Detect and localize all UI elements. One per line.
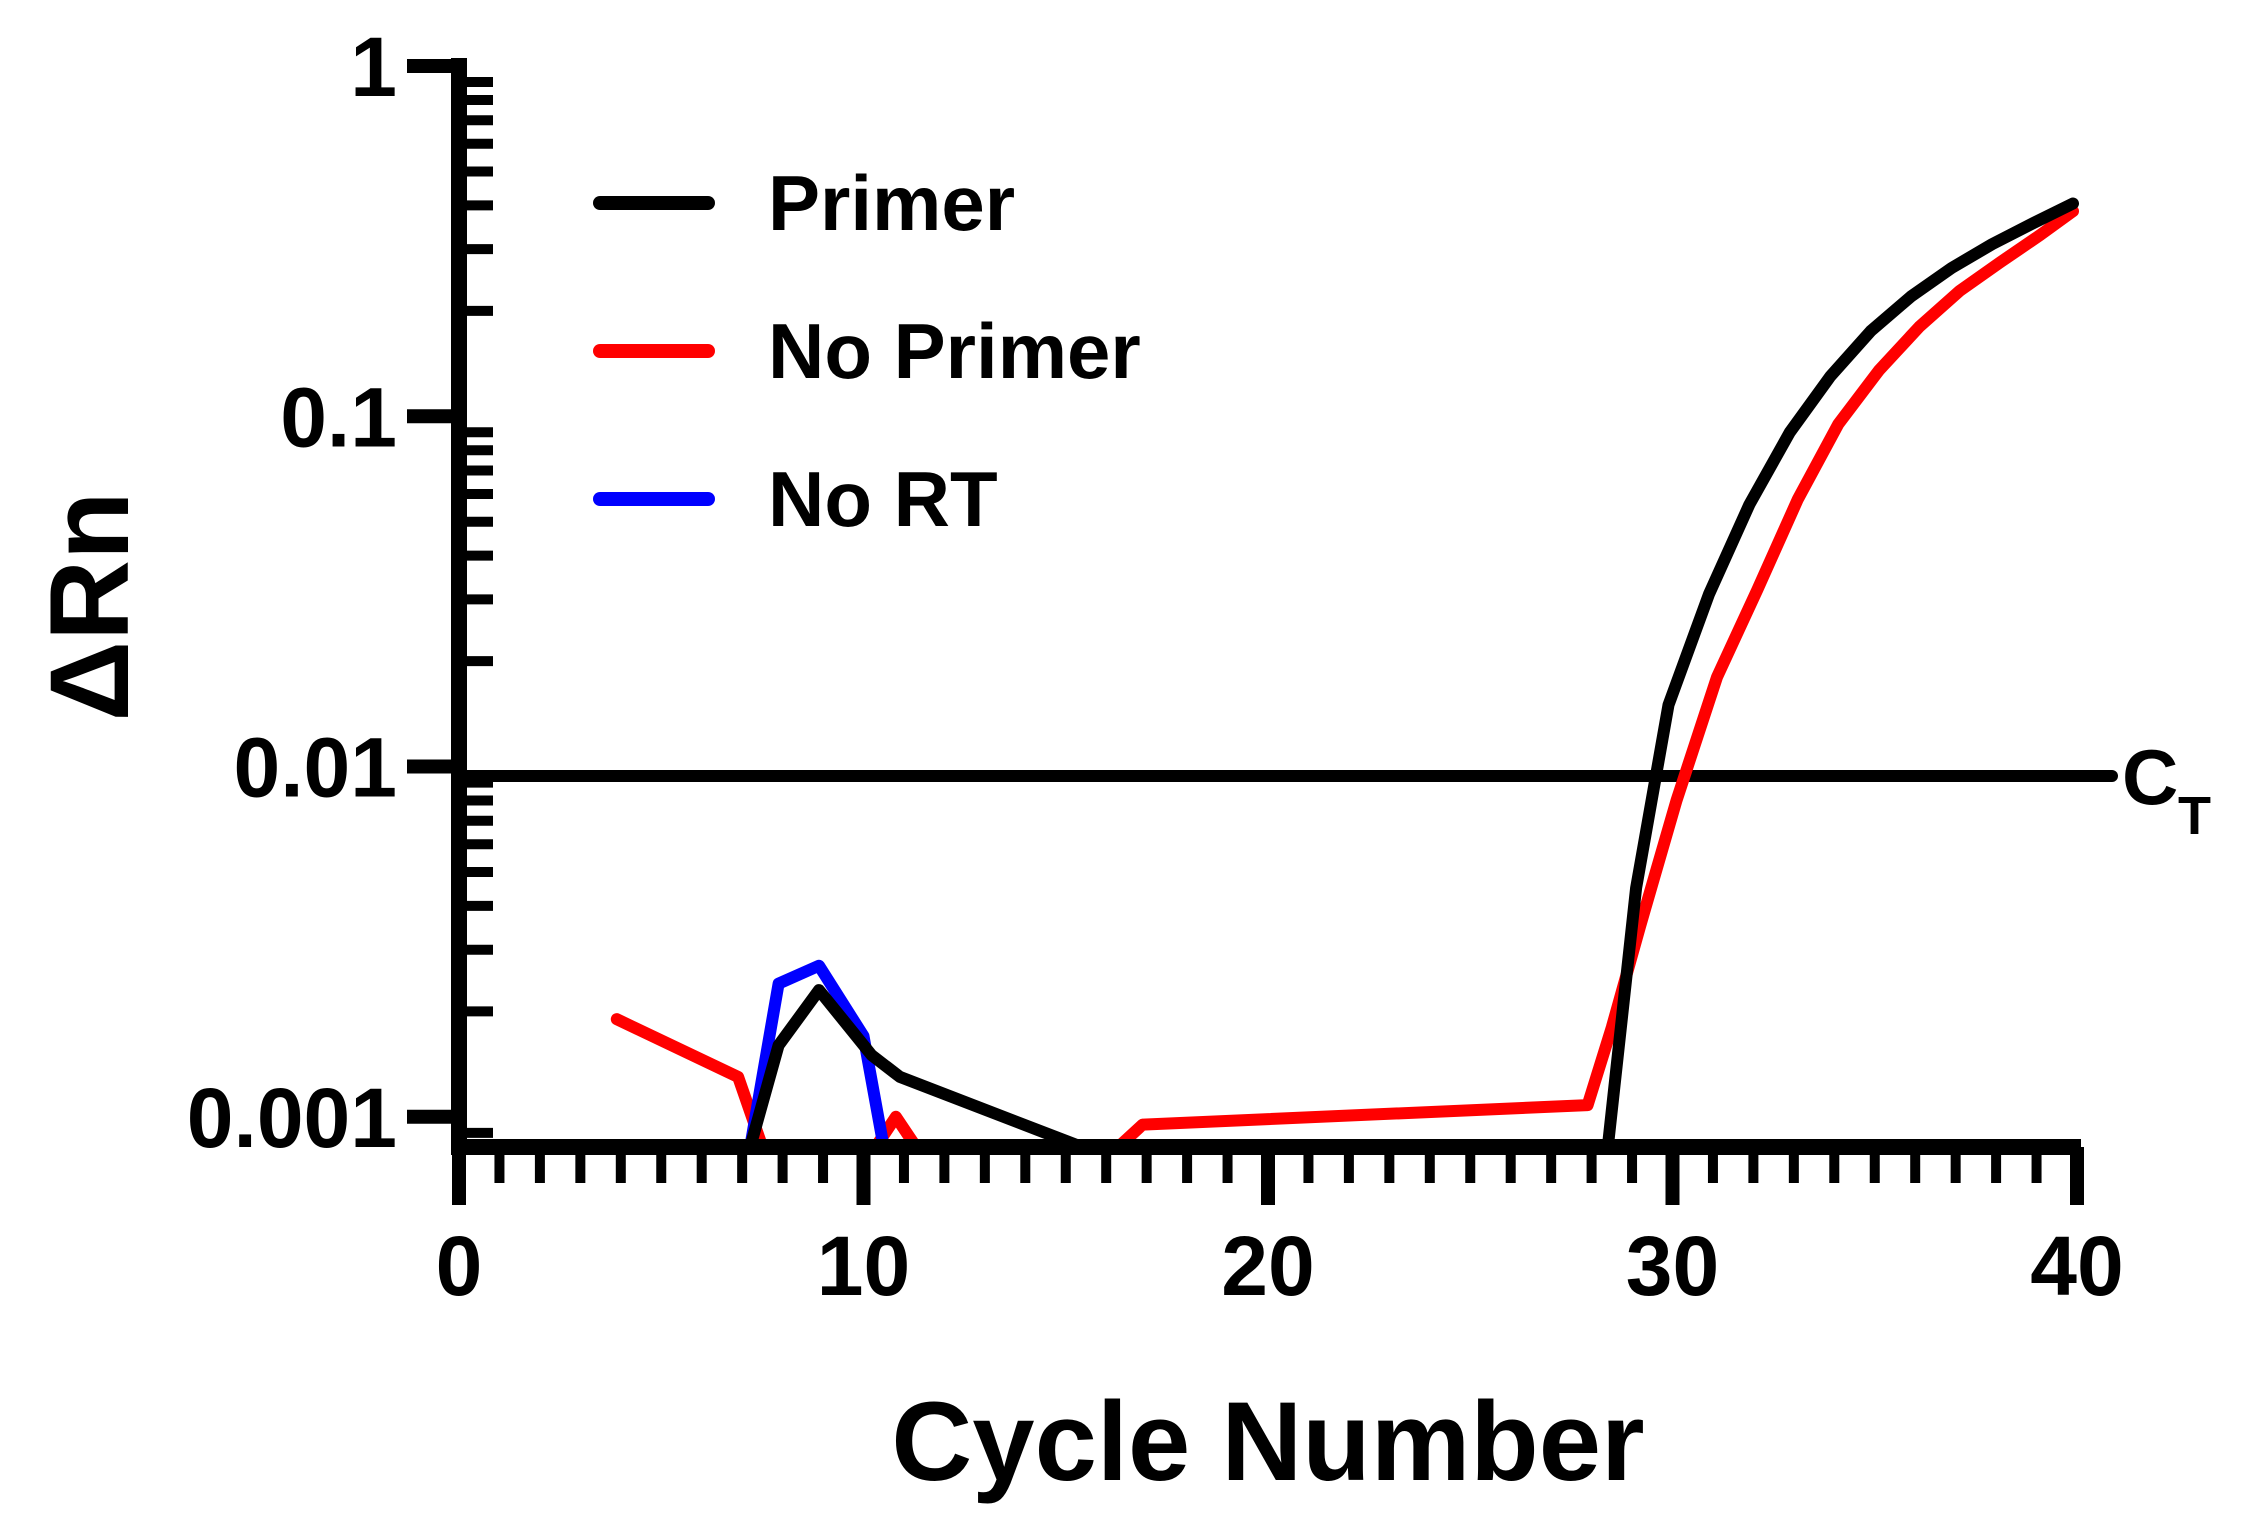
x-tick-label: 0 [436, 1219, 483, 1313]
x-tick-label: 30 [1626, 1219, 1719, 1313]
x-tick-label: 10 [817, 1219, 910, 1313]
legend-label-no-rt: No RT [768, 455, 998, 543]
y-tick-label: 0.01 [234, 721, 398, 815]
axes-group [451, 58, 2081, 1155]
x-tick-label: 20 [1221, 1219, 1314, 1313]
series-line-no-rt [744, 959, 890, 1153]
y-tick-label: 0.1 [280, 370, 397, 464]
y-axis-title: ΔRn [27, 492, 152, 722]
ct-label: C [2122, 733, 2178, 821]
axis-labels: 0 10 20 30 40 0.001 0.01 0.1 1 Cycle Number ΔRn [27, 20, 2124, 1504]
legend: Primer No Primer No RT [593, 159, 1141, 543]
y-tick-label: 1 [350, 20, 397, 114]
series-group [610, 197, 2079, 1153]
legend-label-primer: Primer [768, 159, 1015, 247]
ct-label-subscript: T [2178, 786, 2211, 846]
x-tick-label: 40 [2030, 1219, 2123, 1313]
series-line-primer [744, 197, 2079, 1153]
legend-label-no-primer: No Primer [768, 307, 1141, 395]
x-axis-title: Cycle Number [891, 1379, 1644, 1504]
y-tick-label: 0.001 [187, 1071, 397, 1165]
